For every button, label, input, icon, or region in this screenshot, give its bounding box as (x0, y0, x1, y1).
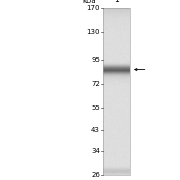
Text: 55: 55 (91, 105, 100, 111)
Text: 43: 43 (91, 127, 100, 133)
Text: 26: 26 (91, 172, 100, 178)
Text: 72: 72 (91, 81, 100, 87)
Text: 130: 130 (86, 29, 100, 35)
Text: 95: 95 (91, 57, 100, 63)
Text: 170: 170 (86, 5, 100, 11)
Bar (103, 8, 130, 175)
Text: 1: 1 (114, 0, 119, 4)
Text: kDa: kDa (83, 0, 96, 4)
Text: 34: 34 (91, 148, 100, 154)
